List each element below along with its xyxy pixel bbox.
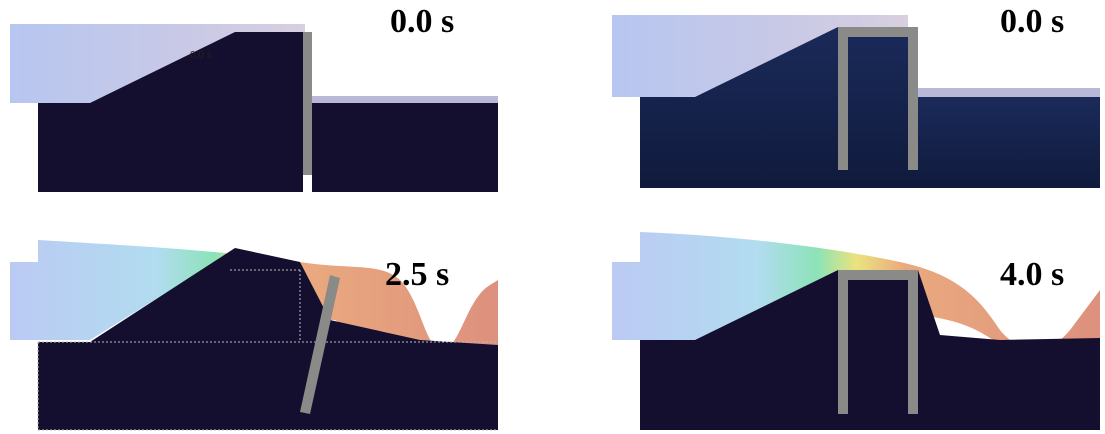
time-label: 4.0 s: [1000, 256, 1064, 293]
time-label: 2.5 s: [385, 256, 449, 293]
panel: 4.0 s: [612, 232, 1100, 430]
inset-label: 0.0 s: [190, 50, 212, 61]
panel: 2.5 s: [10, 240, 498, 430]
figure: 0.0 s 0.0 s 0.0 s 2.5 s 4.0 s: [0, 0, 1105, 434]
time-label: 0.0 s: [1000, 3, 1064, 40]
panel: 0.0 s 0.0 s: [10, 3, 498, 192]
time-label: 0.0 s: [390, 3, 454, 40]
panel: 0.0 s: [612, 3, 1100, 188]
